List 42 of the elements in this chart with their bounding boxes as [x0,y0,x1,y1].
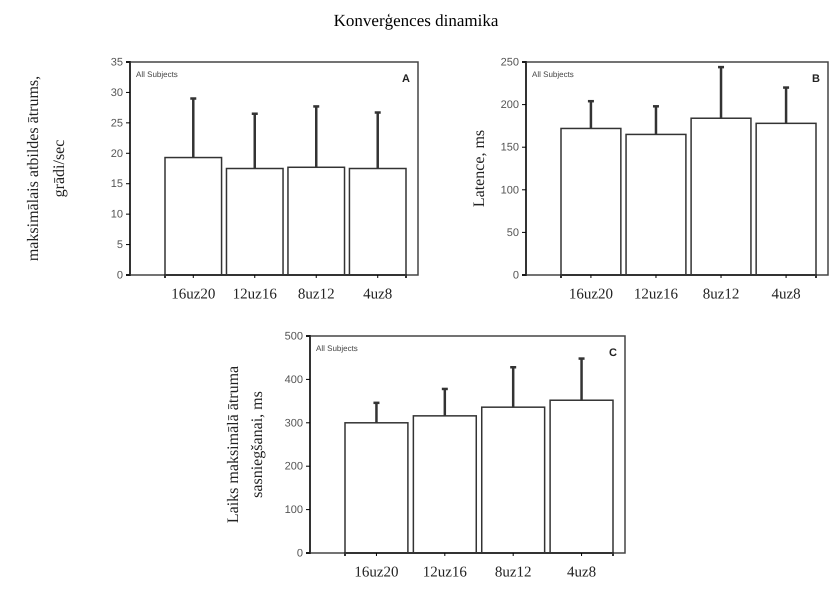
x-tick-label: 16uz20 [171,286,216,303]
y-axis-title: maksimālais atbildes ātrums, grādi/sec [25,76,68,262]
y-tick-label: 5 [116,239,123,252]
x-tick-label: 8uz12 [298,286,335,303]
y-tick-label: 150 [500,142,519,154]
annotation: C [609,347,618,359]
x-tick-label: 16uz20 [354,564,399,581]
x-tick-label: 12uz16 [422,564,468,581]
annotation: All Subjects [136,70,178,79]
chart-title: Konverģences dinamika [334,11,499,30]
y-tick-label: 0 [296,548,303,560]
x-tick-label: 4uz8 [363,286,392,303]
annotation: B [812,73,820,85]
y-axis-title: Latence, ms [471,130,488,208]
y-tick-label: 0 [512,270,519,282]
y-tick-label: 100 [500,184,519,196]
y-tick-label: 0 [116,270,123,282]
x-tick-label: 16uz20 [568,286,614,303]
y-tick-label: 300 [284,417,303,430]
y-tick-label: 20 [110,148,123,160]
y-tick-label: 100 [284,504,303,516]
y-tick-label: 400 [284,374,303,386]
annotation: A [402,73,410,85]
y-tick-label: 10 [110,208,123,221]
x-tick-label: 8uz12 [702,286,740,303]
y-axis-title: Laiks maksimālā ātruma sasniegšanai, ms [225,366,266,524]
annotation: All Subjects [316,344,358,353]
x-tick-label: 4uz8 [771,286,801,303]
y-tick-label: 25 [110,117,123,130]
y-tick-label: 50 [506,226,519,239]
y-tick-label: 35 [110,56,123,69]
x-tick-label: 4uz8 [566,564,596,581]
x-tick-label: 8uz12 [494,564,532,581]
y-tick-label: 200 [284,460,303,473]
x-tick-label: 12uz16 [634,286,679,303]
y-tick-label: 250 [500,56,519,69]
y-tick-label: 500 [284,330,303,343]
annotation: All Subjects [532,70,574,79]
y-tick-label: 200 [500,99,519,112]
y-tick-label: 30 [110,86,123,99]
y-tick-label: 15 [110,178,123,190]
x-tick-label: 12uz16 [232,286,278,303]
